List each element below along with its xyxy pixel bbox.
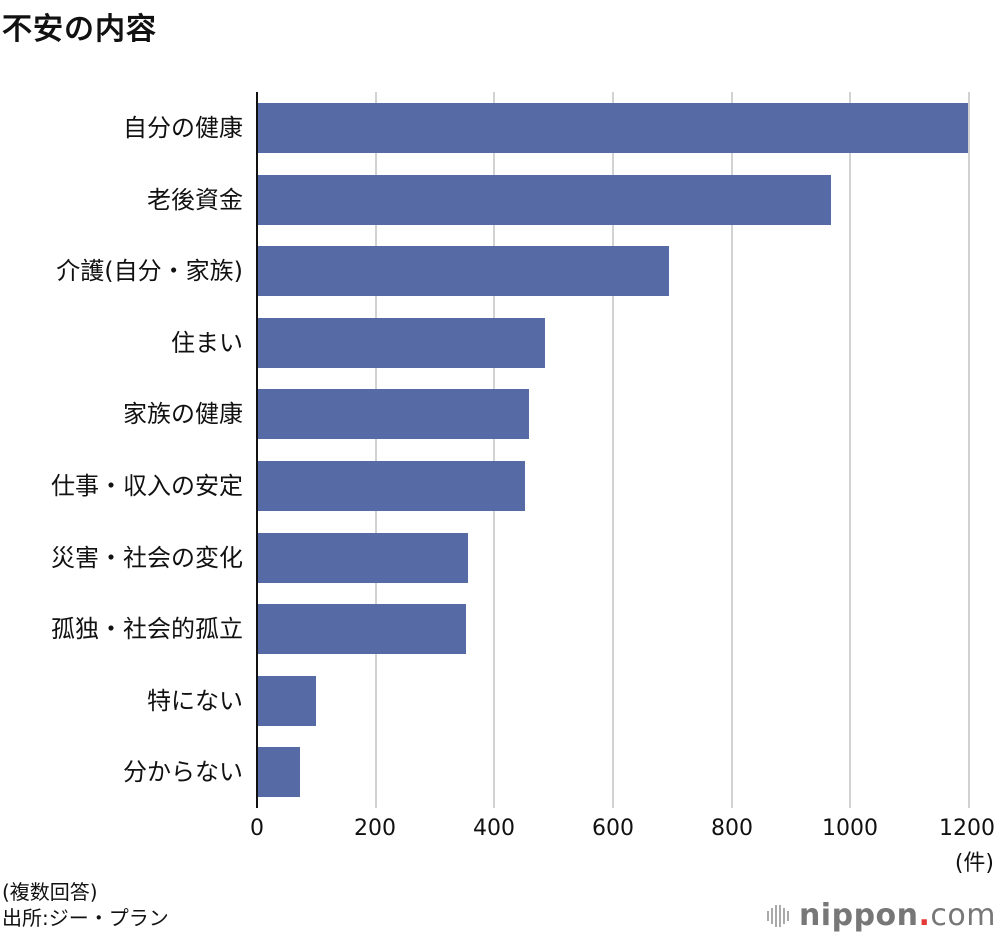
bar <box>257 532 468 583</box>
tick-400: 400 <box>473 816 515 841</box>
logo-dot: . <box>918 898 931 933</box>
bar <box>257 461 525 511</box>
plot-area <box>256 92 970 808</box>
bar <box>257 246 669 297</box>
bar <box>257 317 546 368</box>
tick-1000: 1000 <box>822 816 878 841</box>
category-label: 分からない <box>123 758 243 787</box>
axis-unit-label: (件) <box>954 851 994 876</box>
tick-0: 0 <box>250 816 264 841</box>
tick-800: 800 <box>711 816 753 841</box>
multiple-answer-note: (複数回答) <box>2 880 98 904</box>
logo-wave-icon <box>766 904 789 927</box>
y-axis-line <box>256 92 258 808</box>
category-label: 家族の健康 <box>123 400 243 429</box>
bar <box>257 747 301 798</box>
gridline-1200 <box>968 92 970 808</box>
category-label: 自分の健康 <box>123 114 243 142</box>
logo-tld: com <box>930 898 996 933</box>
category-label: 特にない <box>147 686 243 715</box>
bar <box>257 604 466 655</box>
category-label: 住まい <box>171 328 243 357</box>
tick-600: 600 <box>592 816 634 841</box>
tick-200: 200 <box>354 816 396 841</box>
category-label: 災害・社会の変化 <box>51 543 243 572</box>
category-label: 老後資金 <box>147 185 243 214</box>
category-label: 仕事・収入の安定 <box>51 472 243 500</box>
bar <box>257 103 968 153</box>
nippon-logo: nippon. com <box>766 898 996 933</box>
gridline-1000 <box>849 92 851 808</box>
category-label: 孤独・社会的孤立 <box>51 615 243 644</box>
bar <box>257 389 529 440</box>
tick-1200: 1200 <box>939 816 995 841</box>
category-label: 介護(自分・家族) <box>56 257 243 286</box>
gridline-800 <box>731 92 733 808</box>
bar <box>257 675 317 726</box>
logo-name: nippon <box>798 898 919 933</box>
gridline-600 <box>612 92 614 808</box>
gridline-200 <box>375 92 377 808</box>
source-note: 出所:ジー・プラン <box>2 906 169 930</box>
gridline-400 <box>493 92 495 808</box>
bar <box>257 174 832 225</box>
chart-title: 不安の内容 <box>2 12 157 47</box>
